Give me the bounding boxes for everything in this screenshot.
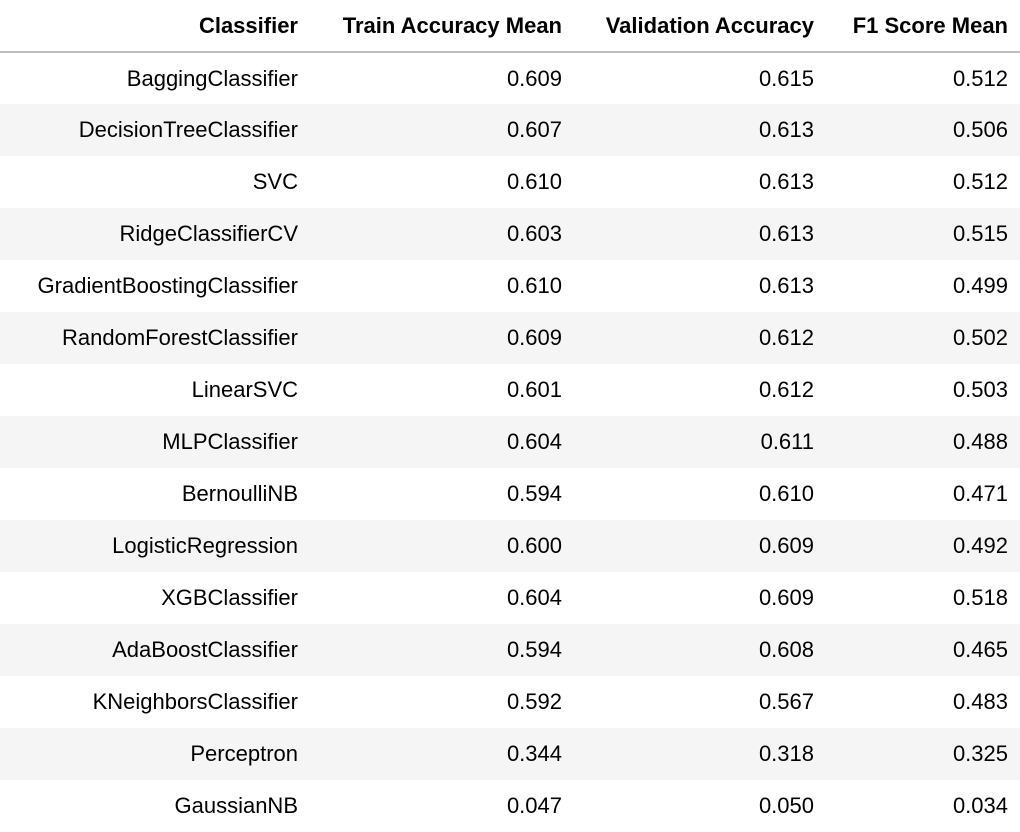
cell-f1-score-mean: 0.034 — [952, 793, 1008, 818]
cell-train-accuracy-mean: 0.604 — [310, 416, 574, 468]
cell-validation-accuracy: 0.613 — [574, 208, 826, 260]
cell-f1-score-mean: 0.325 — [826, 728, 1020, 780]
cell-train-accuracy-mean: 0.603 — [310, 208, 574, 260]
table-row: RidgeClassifierCV 0.603 0.613 0.515 — [0, 208, 1020, 260]
cell-classifier: RidgeClassifierCV — [0, 208, 310, 260]
cell-train-accuracy-mean: 0.604 — [506, 585, 562, 610]
column-header-classifier: Classifier — [0, 0, 310, 53]
cell-train-accuracy-mean: 0.592 — [506, 689, 562, 714]
cell-classifier: RandomForestClassifier — [0, 312, 310, 364]
cell-f1-score-mean: 0.502 — [826, 312, 1020, 364]
cell-train-accuracy-mean: 0.600 — [310, 520, 574, 572]
table-row: GaussianNB 0.047 0.050 0.034 — [0, 780, 1020, 832]
cell-train-accuracy-mean: 0.609 — [506, 65, 562, 91]
cell-classifier: MLPClassifier — [0, 416, 310, 468]
cell-classifier: KNeighborsClassifier — [92, 689, 298, 714]
cell-validation-accuracy: 0.612 — [758, 377, 814, 402]
table-row: BernoulliNB 0.594 0.610 0.471 — [0, 468, 1020, 520]
cell-classifier: GaussianNB — [174, 793, 298, 818]
cell-validation-accuracy: 0.612 — [574, 312, 826, 364]
cell-train-accuracy-mean: 0.344 — [310, 728, 574, 780]
cell-validation-accuracy: 0.610 — [758, 481, 814, 506]
cell-classifier: LinearSVC — [191, 377, 298, 402]
table-row: KNeighborsClassifier 0.592 0.567 0.483 — [0, 676, 1020, 728]
cell-validation-accuracy: 0.050 — [758, 793, 814, 818]
column-header-validation-accuracy: Validation Accuracy — [574, 0, 826, 53]
table-header: Classifier Train Accuracy Mean Validatio… — [0, 0, 1020, 53]
cell-f1-score-mean: 0.465 — [826, 624, 1020, 676]
cell-validation-accuracy: 0.615 — [758, 65, 814, 91]
cell-validation-accuracy: 0.609 — [574, 520, 826, 572]
table-row: GradientBoostingClassifier 0.610 0.613 0… — [0, 260, 1020, 312]
cell-validation-accuracy: 0.613 — [758, 169, 814, 194]
cell-f1-score-mean: 0.512 — [952, 169, 1008, 194]
cell-train-accuracy-mean: 0.610 — [506, 273, 562, 298]
table-row: Perceptron 0.344 0.318 0.325 — [0, 728, 1020, 780]
table-body: BaggingClassifier 0.609 0.615 0.512 Deci… — [0, 52, 1020, 832]
cell-classifier: BernoulliNB — [181, 481, 298, 506]
cell-validation-accuracy: 0.567 — [758, 689, 814, 714]
header-row: Classifier Train Accuracy Mean Validatio… — [0, 0, 1020, 53]
cell-classifier: GradientBoostingClassifier — [37, 273, 298, 298]
cell-validation-accuracy: 0.611 — [574, 416, 826, 468]
cell-train-accuracy-mean: 0.609 — [310, 312, 574, 364]
cell-train-accuracy-mean: 0.594 — [506, 481, 562, 506]
cell-validation-accuracy: 0.613 — [758, 273, 814, 298]
table-row: BaggingClassifier 0.609 0.615 0.512 — [0, 52, 1020, 104]
table-row: LinearSVC 0.601 0.612 0.503 — [0, 364, 1020, 416]
column-header-train-accuracy-mean: Train Accuracy Mean — [310, 0, 574, 53]
cell-classifier: XGBClassifier — [161, 585, 298, 610]
cell-classifier: BaggingClassifier — [126, 65, 298, 91]
table-row: LogisticRegression 0.600 0.609 0.492 — [0, 520, 1020, 572]
table-row: DecisionTreeClassifier 0.607 0.613 0.506 — [0, 104, 1020, 156]
cell-train-accuracy-mean: 0.047 — [506, 793, 562, 818]
cell-train-accuracy-mean: 0.594 — [310, 624, 574, 676]
cell-f1-score-mean: 0.512 — [952, 65, 1008, 91]
cell-f1-score-mean: 0.515 — [826, 208, 1020, 260]
cell-f1-score-mean: 0.492 — [826, 520, 1020, 572]
cell-validation-accuracy: 0.609 — [758, 585, 814, 610]
cell-validation-accuracy: 0.608 — [574, 624, 826, 676]
table-row: XGBClassifier 0.604 0.609 0.518 — [0, 572, 1020, 624]
cell-train-accuracy-mean: 0.607 — [310, 104, 574, 156]
cell-classifier: AdaBoostClassifier — [0, 624, 310, 676]
cell-classifier: SVC — [252, 169, 298, 194]
cell-f1-score-mean: 0.499 — [952, 273, 1008, 298]
table-row: MLPClassifier 0.604 0.611 0.488 — [0, 416, 1020, 468]
cell-f1-score-mean: 0.483 — [952, 689, 1008, 714]
column-header-f1-score-mean: F1 Score Mean — [826, 0, 1020, 53]
cell-f1-score-mean: 0.503 — [952, 377, 1008, 402]
cell-train-accuracy-mean: 0.610 — [506, 169, 562, 194]
cell-f1-score-mean: 0.506 — [826, 104, 1020, 156]
cell-f1-score-mean: 0.518 — [952, 585, 1008, 610]
cell-f1-score-mean: 0.488 — [826, 416, 1020, 468]
table-row: RandomForestClassifier 0.609 0.612 0.502 — [0, 312, 1020, 364]
cell-train-accuracy-mean: 0.601 — [506, 377, 562, 402]
table-row: AdaBoostClassifier 0.594 0.608 0.465 — [0, 624, 1020, 676]
cell-classifier: LogisticRegression — [0, 520, 310, 572]
cell-classifier: DecisionTreeClassifier — [0, 104, 310, 156]
cell-validation-accuracy: 0.613 — [574, 104, 826, 156]
cell-validation-accuracy: 0.318 — [574, 728, 826, 780]
table-row: SVC 0.610 0.613 0.512 — [0, 156, 1020, 208]
cell-f1-score-mean: 0.471 — [952, 481, 1008, 506]
cell-classifier: Perceptron — [0, 728, 310, 780]
